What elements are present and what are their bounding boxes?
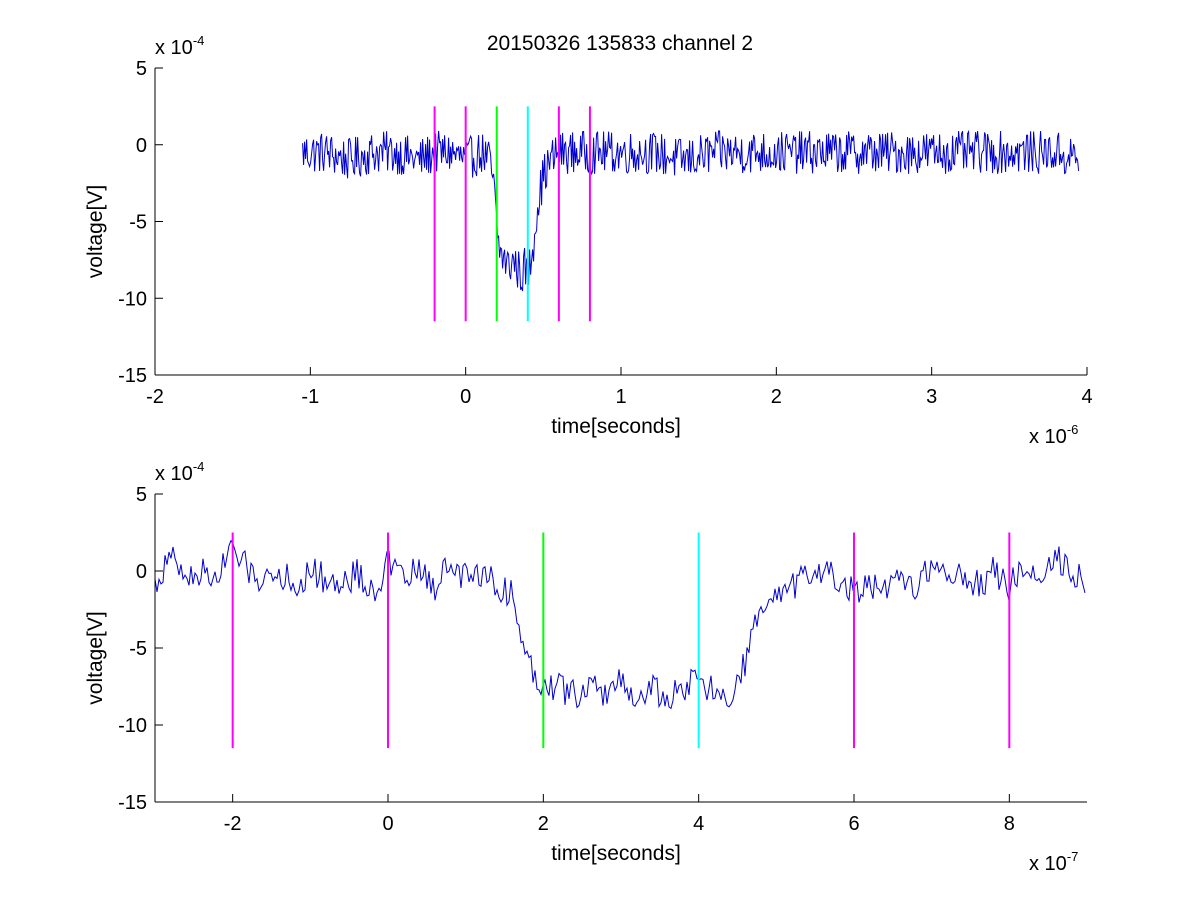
y-tick-label: 5 (136, 484, 147, 506)
x-tick-label: 1 (615, 386, 626, 408)
x-tick-label: 8 (1004, 813, 1015, 835)
figure-title: 20150326 135833 channel 2 (487, 32, 753, 55)
y-axis-label: voltage[V] (84, 611, 107, 704)
x-tick-label: 0 (460, 386, 471, 408)
x-axis-label: time[seconds] (551, 842, 681, 865)
x-tick-label: 3 (926, 386, 937, 408)
y-tick-label: 0 (136, 135, 147, 157)
y-multiplier-exp: -4 (193, 459, 205, 474)
y-multiplier: x 10-4 (155, 33, 204, 59)
x-multiplier: x 10-7 (1029, 849, 1078, 875)
x-tick-label: 6 (848, 813, 859, 835)
x-tick-label: -1 (301, 386, 319, 408)
y-tick-label: -5 (129, 212, 147, 234)
y-tick-label: -10 (118, 715, 147, 737)
x-tick-label: -2 (146, 386, 164, 408)
y-multiplier-base: x 10 (155, 37, 193, 59)
y-multiplier: x 10-4 (155, 459, 204, 485)
y-tick-label: -15 (118, 365, 147, 387)
signal-trace (154, 539, 1086, 710)
y-tick-label: -5 (129, 638, 147, 660)
x-tick-label: 2 (771, 386, 782, 408)
x-multiplier-base: x 10 (1029, 426, 1067, 448)
y-axis-label: voltage[V] (84, 185, 107, 278)
x-axis-label: time[seconds] (551, 415, 681, 438)
y-tick-label: 5 (136, 58, 147, 80)
x-multiplier: x 10-6 (1029, 422, 1078, 448)
y-tick-label: 0 (136, 561, 147, 583)
top-plot: 50-5-10-15-2 -1 0 1 2 3 4time[seconds]voltage[… (84, 33, 1093, 448)
x-multiplier-exp: -6 (1067, 422, 1079, 437)
x-tick-label: 4 (693, 813, 704, 835)
signal-trace (302, 129, 1080, 292)
x-tick-label: -2 (224, 813, 242, 835)
x-tick-label: 2 (538, 813, 549, 835)
x-multiplier-exp: -7 (1067, 849, 1079, 864)
y-tick-label: -15 (118, 792, 147, 814)
x-tick-label: 0 (382, 813, 393, 835)
x-tick-label: 4 (1081, 386, 1092, 408)
bottom-plot: 5 0 -5 -10 -15 -2 0 2 4 6 8 time[seconds] voltage[V]… (84, 459, 1087, 875)
y-multiplier-base: x 10 (155, 463, 193, 485)
y-multiplier-exp: -4 (193, 33, 205, 48)
y-tick-label: -10 (118, 288, 147, 310)
x-multiplier-base: x 10 (1029, 853, 1067, 875)
